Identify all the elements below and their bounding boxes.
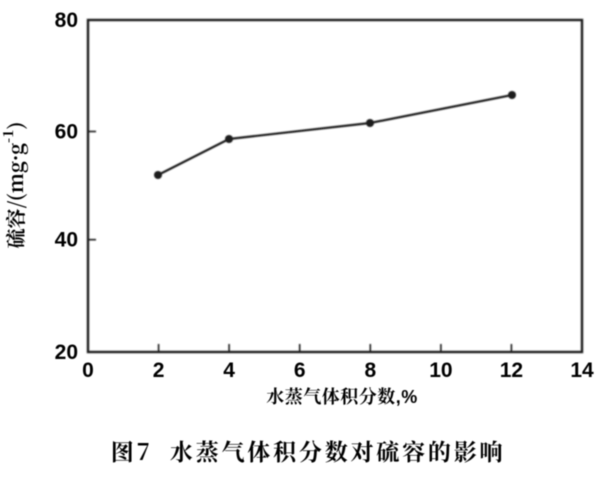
svg-text:8: 8 bbox=[364, 359, 376, 382]
svg-text:60: 60 bbox=[55, 121, 78, 144]
svg-text:10: 10 bbox=[429, 359, 452, 382]
svg-text:硫容/(mg·g-1): 硫容/(mg·g-1) bbox=[0, 122, 29, 249]
svg-text:图7 水蒸气体积分数对硫容的影响: 图7 水蒸气体积分数对硫容的影响 bbox=[111, 434, 506, 467]
svg-text:20: 20 bbox=[55, 341, 78, 364]
svg-text:12: 12 bbox=[500, 359, 523, 382]
svg-text:80: 80 bbox=[55, 9, 78, 32]
svg-text:4: 4 bbox=[223, 359, 235, 382]
svg-text:14: 14 bbox=[570, 359, 594, 382]
svg-text:0: 0 bbox=[82, 359, 94, 382]
svg-text:2: 2 bbox=[153, 359, 165, 382]
svg-text:6: 6 bbox=[294, 359, 306, 382]
svg-text:水蒸气体积分数,%: 水蒸气体积分数,% bbox=[266, 383, 418, 409]
svg-text:40: 40 bbox=[55, 229, 78, 252]
